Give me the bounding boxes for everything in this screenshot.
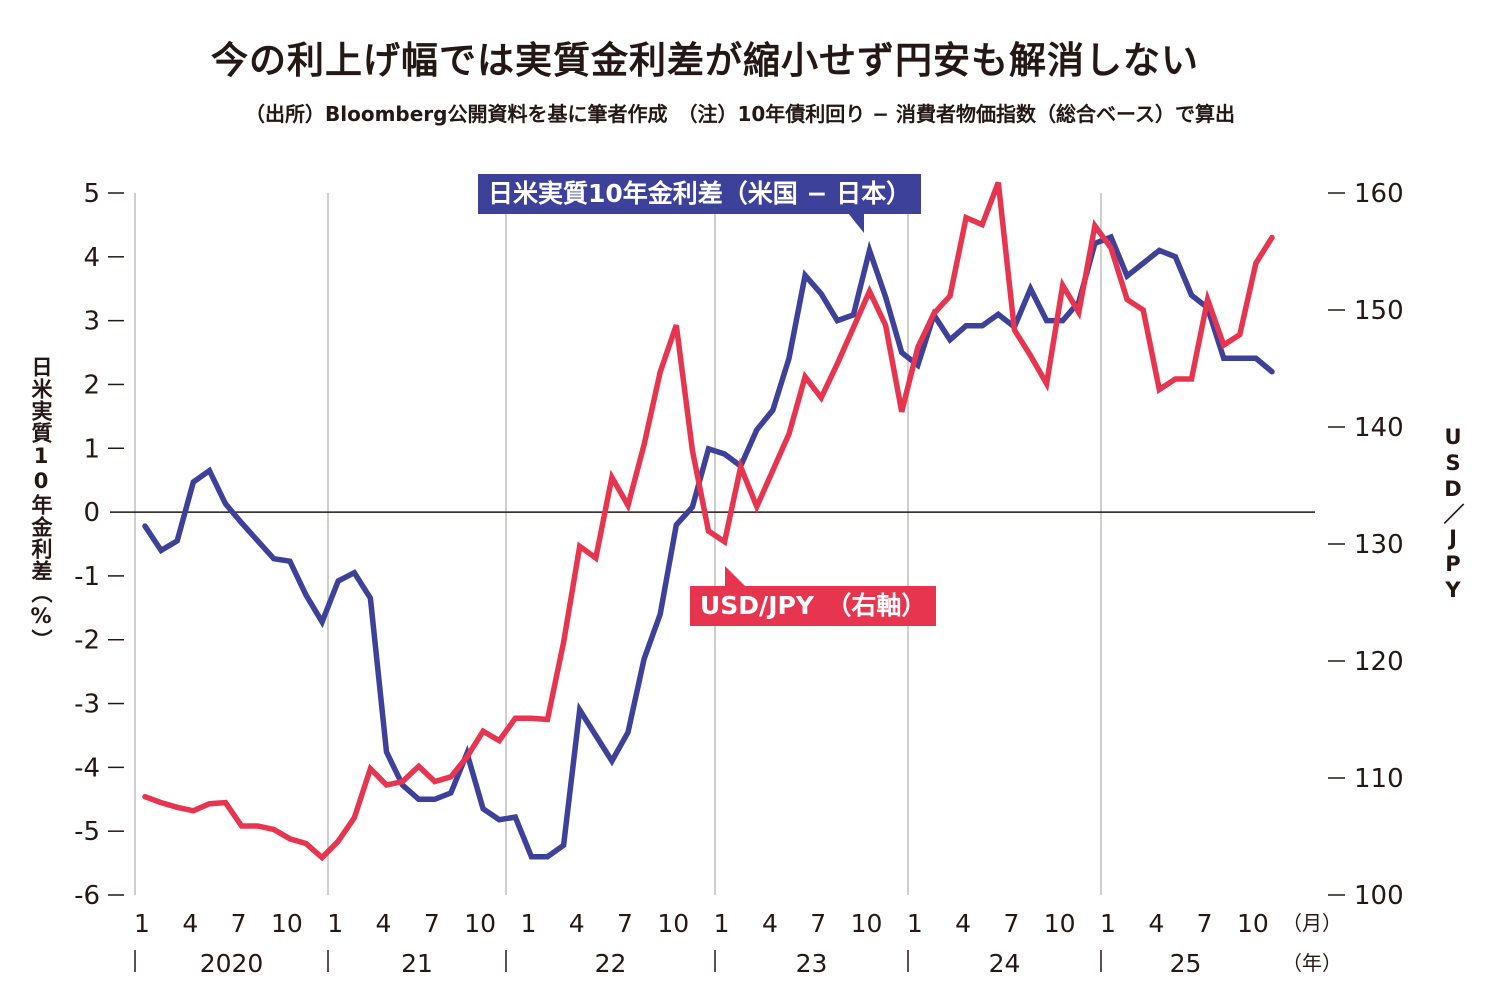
y-left-tick-label: 0: [83, 498, 100, 528]
chart-title: 今の利上げ幅では実質金利差が縮小せず円安も解消しない: [211, 39, 1199, 82]
x-month-tick-label: 10: [1044, 909, 1076, 938]
x-month-tick-label: 1: [520, 909, 536, 938]
x-year-label: 23: [796, 949, 828, 978]
x-month-tick-label: 1: [327, 909, 343, 938]
x-year-label: 2020: [200, 949, 264, 978]
x-year-label: 25: [1170, 949, 1202, 978]
y-right-tick-label: 120: [1354, 647, 1404, 677]
callout-pointer-blue: [848, 213, 864, 233]
legend-callout-usdjpy: USD/JPY （右軸）: [690, 586, 937, 626]
y-left-tick-label: -1: [74, 562, 100, 592]
y-left-tick-label: -5: [74, 817, 100, 847]
y-left-tick-label: -4: [74, 753, 100, 783]
chart-subtitle: （出所）Bloomberg公開資料を基に筆者作成 （注）10年債利回り − 消費…: [245, 102, 1235, 126]
x-month-tick-label: 1: [134, 909, 150, 938]
y-left-tick-label: 3: [83, 307, 100, 337]
y-right-tick-label: 100: [1354, 881, 1404, 911]
x-year-label: 24: [989, 949, 1021, 978]
callout-pointer-red: [725, 566, 745, 586]
legend-callout-real-rate-diff: 日米実質10年金利差（米国 − 日本）: [478, 174, 922, 214]
y-left-tick-label: -6: [74, 881, 100, 911]
x-month-tick-label: 7: [1197, 909, 1213, 938]
x-month-tick-label: 10: [1237, 909, 1269, 938]
x-month-unit: （月）: [1282, 911, 1342, 935]
x-year-unit: （年）: [1282, 951, 1342, 975]
x-month-tick-label: 7: [231, 909, 247, 938]
y-axis-left-label: 日米実質10年金利差（%）: [29, 356, 53, 651]
y-right-tick-label: 110: [1354, 764, 1404, 794]
x-month-tick-label: 4: [569, 909, 585, 938]
y-right-tick-label: 140: [1354, 413, 1404, 443]
x-month-tick-label: 7: [810, 909, 826, 938]
x-month-tick-label: 7: [1003, 909, 1019, 938]
x-month-tick-label: 10: [464, 909, 496, 938]
x-month-tick-label: 10: [271, 909, 303, 938]
x-month-tick-label: 7: [617, 909, 633, 938]
y-left-tick-label: 2: [83, 370, 100, 400]
y-left-tick-label: -3: [74, 690, 100, 720]
x-month-tick-label: 1: [1100, 909, 1116, 938]
x-year-label: 22: [595, 949, 627, 978]
x-month-tick-label: 1: [714, 909, 730, 938]
series-line-usdjpy: [142, 181, 1275, 862]
series-line-real-rate-diff: [142, 233, 1275, 860]
y-left-tick-label: 4: [83, 243, 100, 273]
y-axis-right-label: USD／JPY: [1441, 425, 1465, 604]
y-left-tick-label: -2: [74, 626, 100, 656]
y-left-tick-label: 5: [83, 179, 100, 209]
y-left-tick-label: 1: [83, 434, 100, 464]
y-right-tick-label: 150: [1354, 296, 1404, 326]
x-month-tick-label: 4: [955, 909, 971, 938]
x-month-tick-label: 4: [182, 909, 198, 938]
x-month-tick-label: 4: [1148, 909, 1164, 938]
x-year-label: 21: [401, 949, 433, 978]
x-month-tick-label: 4: [762, 909, 778, 938]
x-month-tick-label: 10: [851, 909, 883, 938]
y-right-tick-label: 130: [1354, 530, 1404, 560]
x-month-tick-label: 7: [424, 909, 440, 938]
x-month-tick-label: 1: [907, 909, 923, 938]
y-right-tick-label: 160: [1354, 179, 1404, 209]
x-month-tick-label: 4: [376, 909, 392, 938]
x-month-tick-label: 10: [657, 909, 689, 938]
